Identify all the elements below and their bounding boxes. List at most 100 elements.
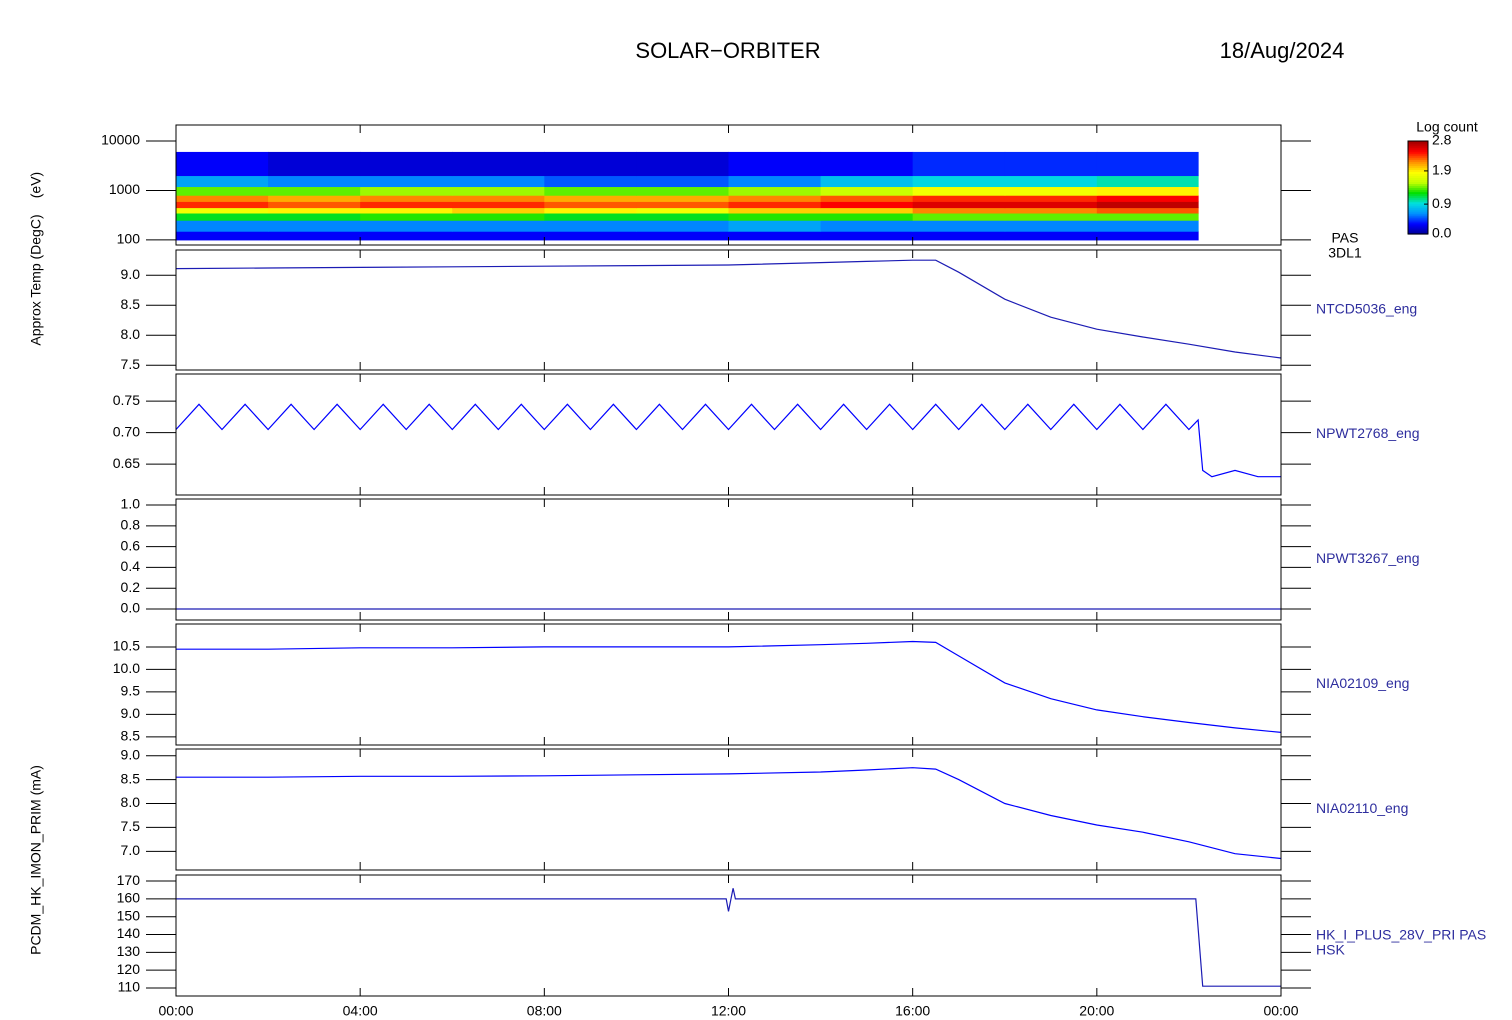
heatmap-cell [820,151,914,177]
heatmap-cell [636,186,729,196]
heatmap-cell [360,195,453,202]
colorbar-tick-label: 1.9 [1432,162,1452,178]
colorbar-swatch [1408,187,1428,191]
data-line [176,767,1282,860]
heatmap-cell [1096,175,1199,188]
x-tick-label: 00:00 [158,1003,193,1019]
colorbar-tick-label: 0.9 [1432,195,1452,211]
heatmap-cell [1096,201,1199,209]
heatmap-cell [1096,186,1199,196]
heatmap-cell [268,151,361,177]
y-tick-label: 10.5 [113,638,140,654]
panel-name: NPWT2768_eng [1316,425,1420,441]
heatmap-cell [176,186,269,196]
colorbar-swatch [1408,205,1428,209]
heatmap-cell [360,213,453,221]
y-tick-label: 7.0 [121,842,141,858]
data-line [176,888,1281,987]
heatmap-cell [912,231,1006,241]
colorbar-swatch [1408,207,1428,211]
heatmap-cell [544,175,637,188]
colorbar-swatch [1408,209,1428,213]
y-tick-label: 7.5 [121,356,141,372]
heatmap-cell [912,175,1006,188]
colorbar-swatch [1408,141,1428,144]
heatmap-cell [636,201,729,209]
colorbar-swatch [1408,157,1428,160]
data-line [175,403,1281,478]
heatmap-cell [176,175,269,188]
heatmap-cell [636,213,729,221]
y-tick-label: 10.0 [113,660,140,676]
y-tick-label: 100 [117,231,141,247]
panel-frame [175,373,1282,496]
y-tick-label: 8.5 [121,296,141,312]
heatmap-cell [268,175,361,188]
heatmap-cell [452,186,545,196]
x-tick-label: 04:00 [343,1003,378,1019]
heatmap-cell [268,231,361,241]
colorbar-swatch [1408,153,1428,156]
y-tick-label: 8.5 [121,770,141,786]
heatmap-cell [544,195,637,202]
heatmap-cell [820,213,914,221]
heatmap-cell [544,201,637,209]
heatmap-cell [176,201,269,209]
heatmap-cell [268,213,361,221]
heatmap-cell [268,195,361,202]
y-tick-label: 0.0 [121,600,141,616]
heatmap-cell [452,231,545,241]
x-tick-label: 12:00 [711,1003,746,1019]
heatmap-cell [1004,195,1098,202]
heatmap-cell [360,207,453,214]
heatmap-cell [912,195,1006,202]
panel-frame [175,874,1282,997]
colorbar-swatch [1408,177,1428,181]
heatmap-cell [912,186,1006,196]
heatmap-cell [1096,220,1199,232]
heatmap-cell [1004,151,1098,177]
colorbar-swatch [1408,191,1428,195]
heatmap-cell [728,201,822,209]
colorbar-swatch [1408,219,1428,223]
colorbar-tick-label: 0.0 [1432,225,1452,241]
heatmap-cell [728,195,822,202]
y-tick-label: 170 [117,872,141,888]
heatmap-cell [360,151,453,177]
heatmap-cell [360,201,453,209]
x-tick-label: 00:00 [1263,1003,1298,1019]
heatmap-cell [636,195,729,202]
panel-name: NTCD5036_eng [1316,301,1417,317]
panel-name: NPWT3267_eng [1316,550,1420,566]
heatmap-cell [820,195,914,202]
y-tick-label: 0.4 [121,558,141,574]
heatmap-cell [268,207,361,214]
y-tick-label: 160 [117,890,141,906]
colorbar-swatch [1408,193,1428,197]
heatmap-cell [176,151,269,177]
heatmap-cell [820,201,914,209]
heatmap-cell [268,201,361,209]
heatmap-cell [452,220,545,232]
y-tick-label: 9.0 [121,266,141,282]
heatmap-cell [1004,201,1098,209]
colorbar-frame [1407,140,1429,235]
heatmap-cell [268,220,361,232]
y-tick-label: 9.0 [121,746,141,762]
heatmap-cell [728,207,822,214]
heatmap-cell [1096,195,1199,202]
colorbar-swatch [1408,167,1428,170]
heatmap-cell [452,175,545,188]
colorbar-swatch [1408,155,1428,158]
heatmap-cell [728,231,822,241]
colorbar-swatch [1408,215,1428,219]
colorbar-swatch [1408,171,1428,174]
colorbar-swatch [1408,199,1428,203]
heatmap-cell [820,175,914,188]
panel-name: HSK [1316,942,1345,958]
colorbar-swatch [1408,211,1428,215]
heatmap-cell [636,151,729,177]
y-tick-label: 120 [117,961,141,977]
colorbar-swatch [1408,229,1428,233]
